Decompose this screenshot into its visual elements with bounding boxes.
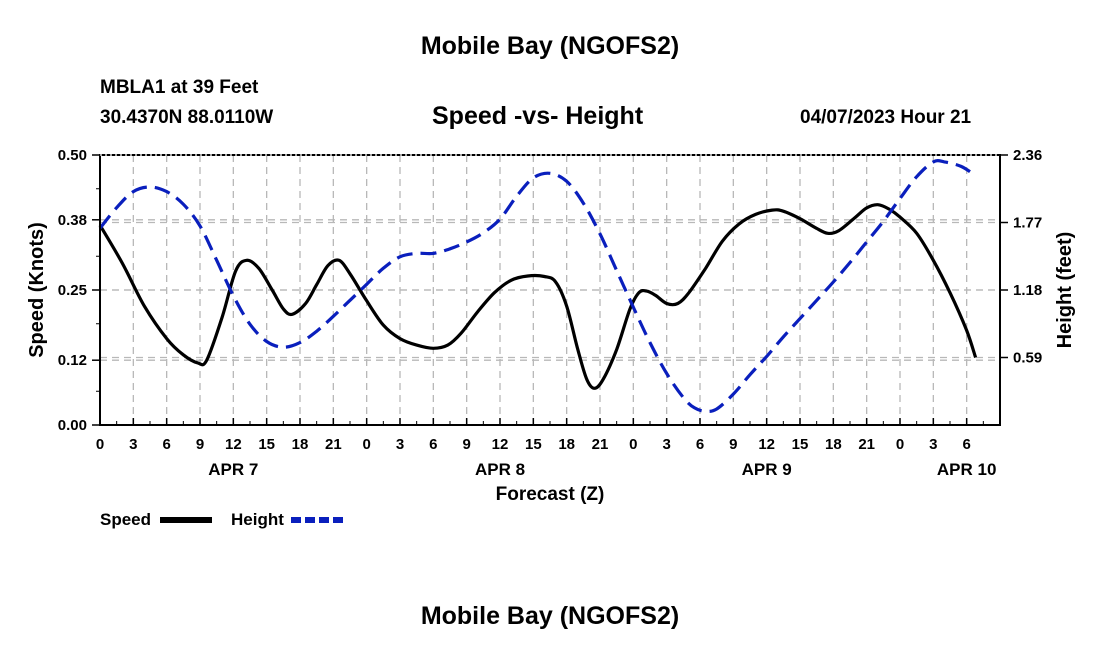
y-left-tick-label: 0.50 [58,147,87,164]
x-tick-label: 12 [225,436,242,453]
x-tick-label: 18 [292,436,309,453]
date-label: APR 9 [742,460,792,479]
x-tick-label: 18 [825,436,842,453]
y-left-tick-label: 0.00 [58,417,87,434]
x-tick-label: 3 [396,436,404,453]
x-axis-label: Forecast (Z) [496,484,605,505]
x-tick-label: 15 [258,436,275,453]
x-tick-label: 6 [962,436,970,453]
y-left-tick-label: 0.12 [58,352,87,369]
x-tick-label: 0 [629,436,637,453]
series-lines [98,158,978,414]
x-tick-label: 0 [96,436,104,453]
x-tick-label: 3 [929,436,937,453]
legend: Speed Height [100,510,343,529]
x-tick-label: 0 [896,436,904,453]
y-right-tick-label: 1.18 [1013,282,1042,299]
y-right-tick-label: 0.59 [1013,350,1042,367]
legend-height-label: Height [231,510,284,529]
station-coordinates: 30.4370N 88.0110W [100,107,274,128]
x-tick-label: 18 [558,436,575,453]
series-line-height [98,158,977,414]
x-tick-label: 0 [362,436,370,453]
x-tick-label: 9 [462,436,470,453]
chart-main-title-repeat: Mobile Bay (NGOFS2) [420,602,680,630]
x-tick-label: 6 [696,436,704,453]
x-tick-label: 3 [662,436,670,453]
x-tick-label: 21 [858,436,875,453]
y-right-tick-label: 2.36 [1013,147,1042,164]
series-line-speed [98,203,978,390]
x-tick-label: 3 [129,436,137,453]
x-tick-label: 12 [758,436,775,453]
forecast-datetime: 04/07/2023 Hour 21 [800,107,972,128]
y-axis-label-left: Speed (Knots) [26,222,48,358]
y-left-tick-label: 0.38 [58,212,87,229]
date-label: APR 8 [475,460,525,479]
x-tick-label: 15 [525,436,542,453]
date-label: APR 10 [937,460,997,479]
axis-ticks-and-labels: 0 3 6 9 12 15 18 21 0 3 6 9 12 15 18 21 0 3 6 9 12 15 18 21 0 3 6 A… [58,147,1042,479]
x-tick-label: 6 [429,436,437,453]
grid-lines [100,155,1000,425]
y-left-tick-label: 0.25 [58,282,87,299]
chart-main-title: Mobile Bay (NGOFS2) [420,32,680,60]
x-tick-label: 21 [592,436,609,453]
x-tick-label: 9 [196,436,204,453]
legend-speed-label: Speed [100,510,151,529]
x-tick-label: 21 [325,436,342,453]
speed-height-chart: 0 3 6 9 12 15 18 21 0 3 6 9 12 15 18 21 0 3 6 9 12 15 18 21 0 3 6 A… [26,147,1076,529]
x-tick-label: 12 [492,436,509,453]
date-label: APR 7 [208,460,258,479]
chart-subtitle: Speed -vs- Height [432,102,644,130]
x-tick-label: 15 [792,436,809,453]
y-right-tick-label: 1.77 [1013,215,1042,232]
y-axis-label-right: Height (feet) [1054,232,1076,349]
station-label: MBLA1 at 39 Feet [100,77,259,98]
x-tick-label: 6 [162,436,170,453]
x-tick-label: 9 [729,436,737,453]
